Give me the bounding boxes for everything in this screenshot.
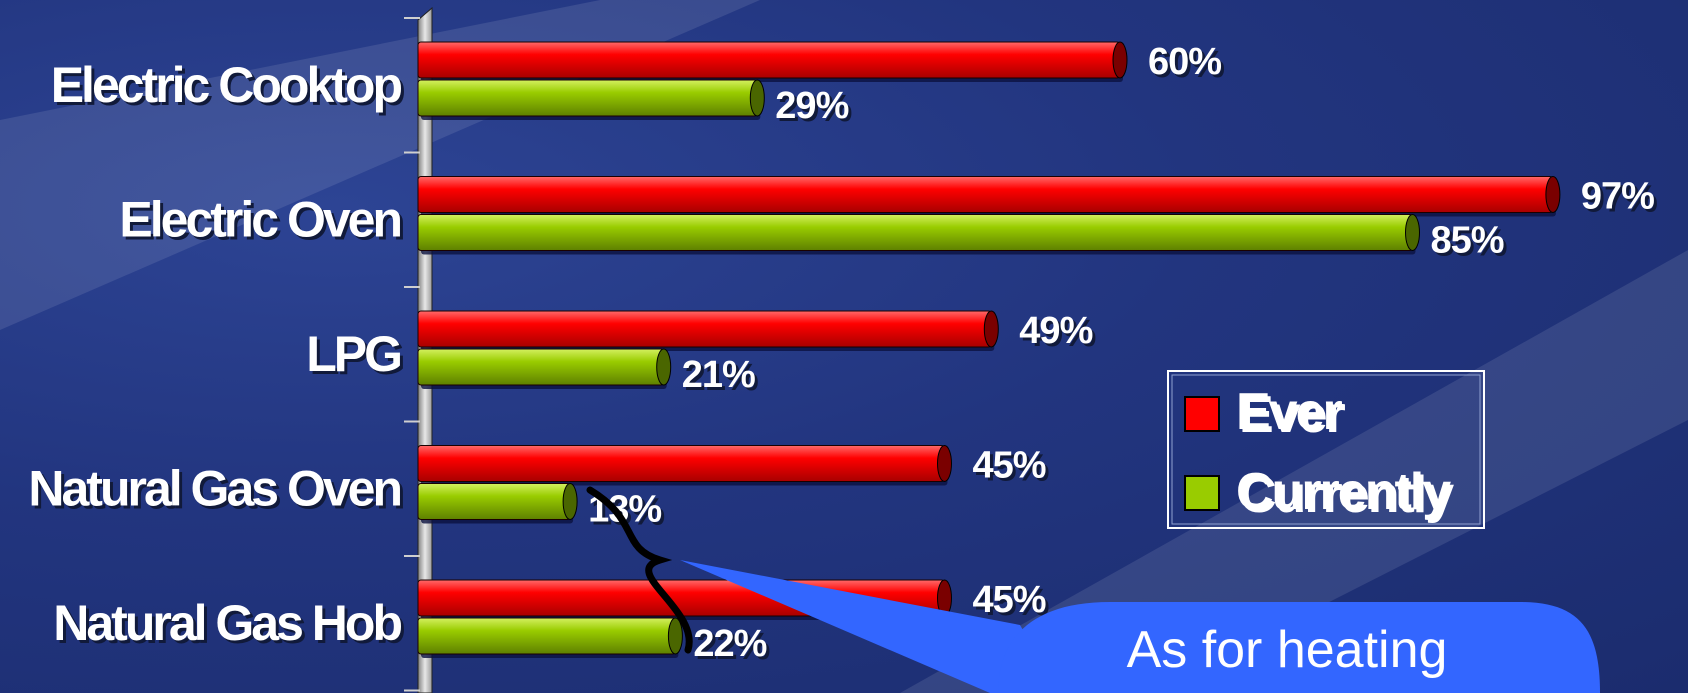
value-label-currently-electric-cooktop: 29% <box>775 85 848 127</box>
value-label-shadow: 45% <box>976 448 1049 490</box>
legend-label-ever: Ever <box>1236 383 1343 441</box>
category-label-natural-gas-hob: Natural Gas Hob <box>53 595 401 651</box>
value-label-shadow: 85% <box>1434 223 1507 265</box>
value-label-shadow: 22% <box>696 626 769 668</box>
y-axis-ticks <box>404 17 420 692</box>
value-label-currently-lpg: 21% <box>682 354 755 396</box>
category-label-shadow: LPG <box>309 329 403 385</box>
legend-label-currently: Currently <box>1236 463 1451 521</box>
bar-ever-electric-oven <box>417 176 1561 217</box>
legend-swatch-ever <box>1184 396 1220 432</box>
value-labels: 60%60%29%29%97%97%85%85%49%49%21%21%45%4… <box>588 41 1658 668</box>
category-label-shadow: Electric Cooktop <box>54 60 405 116</box>
bar-ever-natural-gas-oven <box>417 445 952 486</box>
category-label-lpg: LPG <box>306 326 400 382</box>
legend-shadow-ever: Ever <box>1239 386 1346 444</box>
legend-swatch-currently <box>1184 475 1220 511</box>
value-label-ever-natural-gas-oven: 45% <box>973 445 1046 487</box>
bar-currently-natural-gas-hob <box>417 617 683 658</box>
legend-item-ever: Ever Ever <box>1184 383 1348 444</box>
callout-bubble <box>998 602 1600 693</box>
category-label-natural-gas-oven: Natural Gas Oven <box>28 461 400 517</box>
callout-pointer <box>680 560 1060 693</box>
legend-item-currently: Currently Currently <box>1184 463 1456 524</box>
category-label-shadow: Electric Oven <box>122 195 403 251</box>
value-label-ever-electric-cooktop: 60% <box>1148 41 1221 83</box>
value-label-ever-lpg: 49% <box>1019 310 1092 352</box>
value-label-shadow: 29% <box>778 88 851 130</box>
value-label-currently-electric-oven: 85% <box>1431 220 1504 262</box>
value-label-shadow: 21% <box>685 357 758 399</box>
category-label-electric-oven: Electric Oven <box>119 192 400 248</box>
callout-text: As for heating <box>1127 621 1448 679</box>
value-label-shadow: 97% <box>1584 179 1657 221</box>
category-label-electric-cooktop: Electric Cooktop <box>51 57 402 113</box>
bar-currently-electric-oven <box>417 214 1420 255</box>
bar-ever-lpg <box>417 310 999 351</box>
brace-connector <box>586 486 693 654</box>
category-label-shadow: Natural Gas Hob <box>56 598 404 654</box>
value-label-shadow: 60% <box>1151 44 1224 86</box>
bar-ever-electric-cooktop <box>417 41 1128 82</box>
bar-currently-lpg <box>417 348 672 389</box>
legend: Ever Ever Currently Currently <box>1167 370 1485 529</box>
category-label-shadow: Natural Gas Oven <box>31 464 403 520</box>
value-label-ever-natural-gas-hob: 45% <box>973 579 1046 621</box>
value-label-ever-electric-oven: 97% <box>1581 176 1654 218</box>
bar-currently-natural-gas-oven <box>417 483 578 524</box>
value-label-shadow: 49% <box>1022 313 1095 355</box>
legend-shadow-currently: Currently <box>1239 466 1454 524</box>
value-label-currently-natural-gas-hob: 22% <box>693 623 766 665</box>
callout: As for heating <box>680 560 1600 693</box>
bar-currently-electric-cooktop <box>417 79 765 120</box>
value-label-shadow: 45% <box>976 582 1049 624</box>
